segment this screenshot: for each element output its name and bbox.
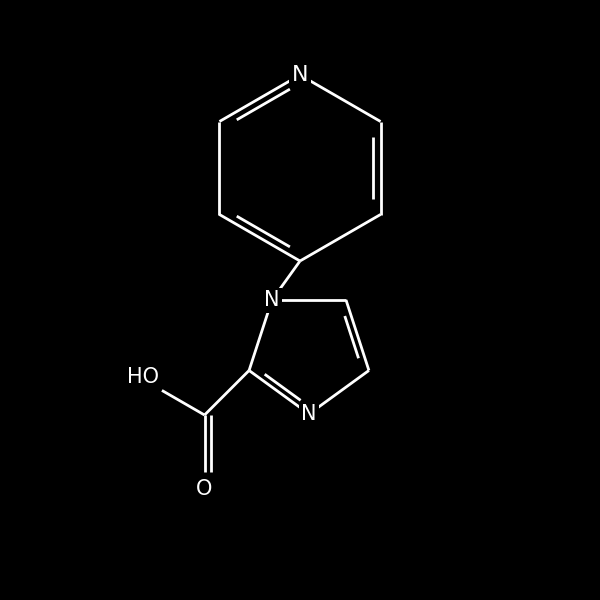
Text: HO: HO [127,367,159,388]
Text: N: N [301,404,317,424]
Text: N: N [292,65,308,85]
Text: N: N [264,290,280,310]
Text: O: O [196,479,213,499]
